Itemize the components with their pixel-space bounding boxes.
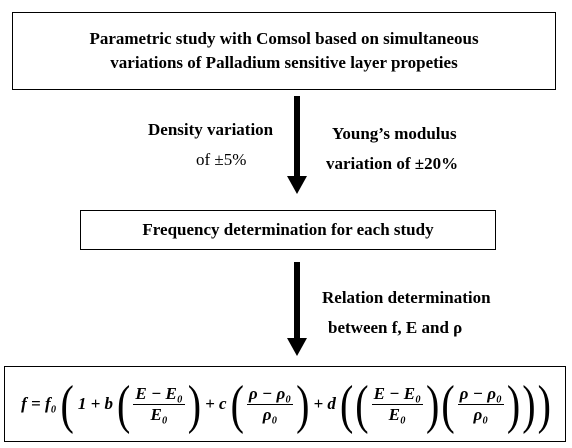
arrow-head bbox=[287, 338, 307, 356]
formula-text: 1 + b bbox=[77, 394, 114, 413]
formula-paren: ) bbox=[537, 373, 551, 435]
box-text: variations of Palladium sensitive layer … bbox=[110, 53, 458, 72]
formula-fraction: E − E₀ E₀ bbox=[133, 383, 185, 425]
numerator: E − E₀ bbox=[371, 383, 423, 405]
density-text: of ±5% bbox=[196, 150, 247, 169]
formula-paren: ( bbox=[117, 373, 131, 435]
numerator: E − E₀ bbox=[133, 383, 185, 405]
frequency-box: Frequency determination for each study bbox=[80, 210, 496, 250]
denominator: E₀ bbox=[388, 404, 406, 424]
formula-paren: ( bbox=[60, 373, 74, 435]
density-text: Density variation bbox=[148, 120, 274, 139]
box-text: Frequency determination for each study bbox=[142, 220, 434, 239]
arrow-head bbox=[287, 176, 307, 194]
relation-text: between f, E and ρ bbox=[328, 318, 463, 337]
formula-paren: ) bbox=[426, 373, 440, 435]
formula-paren: ) bbox=[506, 373, 521, 435]
formula-text: + c bbox=[205, 394, 227, 413]
formula-paren: ( bbox=[230, 373, 244, 435]
formula-paren: ( bbox=[339, 373, 354, 435]
denominator: ρ₀ bbox=[473, 404, 489, 424]
box-text: Parametric study with Comsol based on si… bbox=[89, 29, 479, 48]
young-text: Young’s modulus bbox=[332, 124, 457, 143]
formula-paren: ) bbox=[522, 373, 536, 435]
formula-text: f = f₀ bbox=[21, 394, 57, 413]
formula-paren: ) bbox=[187, 373, 202, 435]
formula-paren: ( bbox=[355, 373, 369, 435]
formula-paren: ( bbox=[441, 373, 455, 435]
formula: f = f₀(1 + b(E − E₀ E₀) + c(ρ − ρ₀ ρ₀) + d((… bbox=[4, 366, 566, 442]
relation-text: Relation determination bbox=[322, 288, 491, 307]
formula-paren: ) bbox=[296, 373, 310, 435]
denominator: E₀ bbox=[150, 404, 168, 424]
denominator: ρ₀ bbox=[262, 404, 278, 424]
formula-text: + d bbox=[313, 394, 336, 413]
numerator: ρ − ρ₀ bbox=[457, 383, 504, 405]
formula-fraction: ρ − ρ₀ ρ₀ bbox=[457, 383, 504, 425]
young-text: variation of ±20% bbox=[326, 154, 459, 173]
study-box: Parametric study with Comsol based on si… bbox=[12, 12, 556, 90]
numerator: ρ − ρ₀ bbox=[246, 383, 294, 405]
formula-fraction: ρ − ρ₀ ρ₀ bbox=[246, 383, 294, 425]
formula-fraction: E − E₀ E₀ bbox=[371, 383, 423, 425]
